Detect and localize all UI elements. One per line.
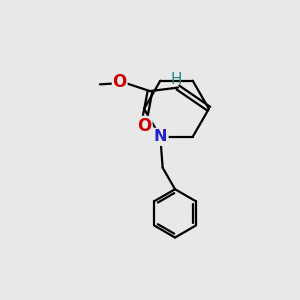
Text: O: O (138, 117, 152, 135)
Text: H: H (171, 72, 182, 87)
Text: O: O (112, 73, 127, 91)
Text: N: N (154, 129, 167, 144)
